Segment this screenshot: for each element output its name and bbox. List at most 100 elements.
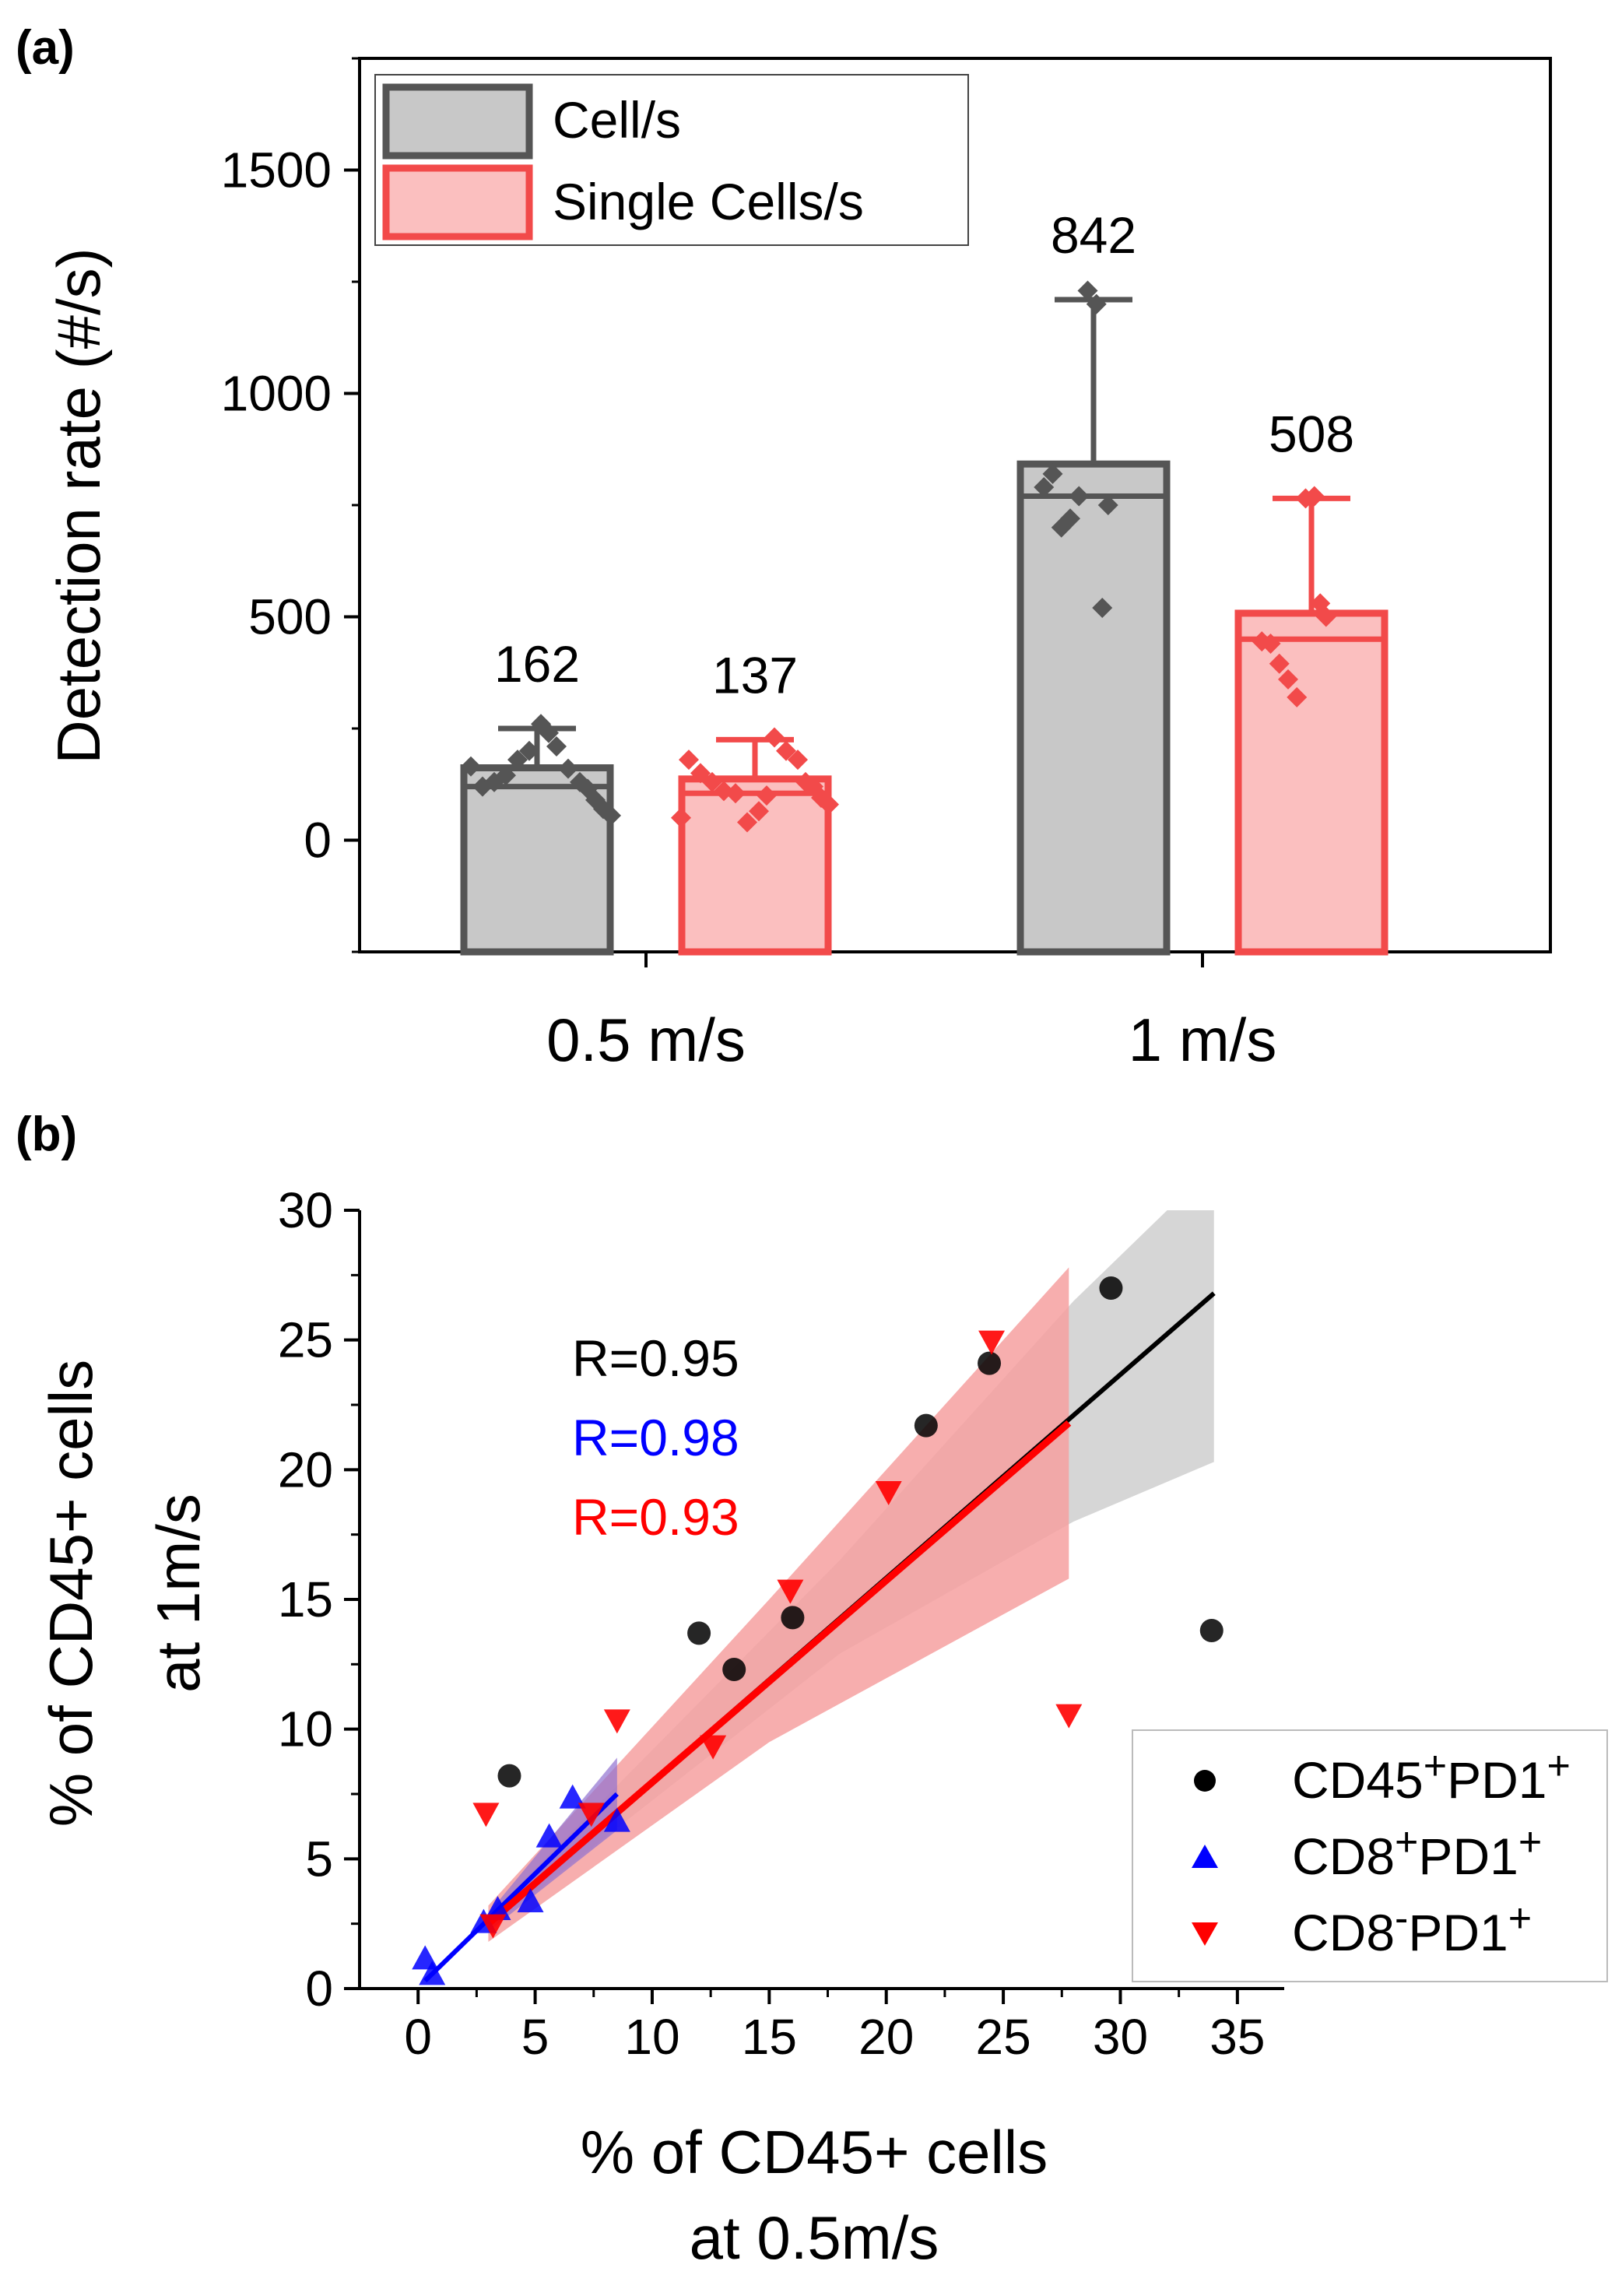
data-point bbox=[764, 727, 785, 748]
legend-cd8pos-sup2: + bbox=[1518, 1820, 1542, 1865]
scatter-point bbox=[875, 1481, 902, 1505]
data-point bbox=[725, 783, 746, 804]
data-points-a bbox=[461, 280, 1336, 833]
data-point bbox=[1097, 495, 1118, 515]
y-axis-b: 0 5 10 15 20 25 30 bbox=[278, 1182, 360, 2017]
data-point bbox=[1077, 280, 1098, 301]
x-tick-label-b: 30 bbox=[1093, 2009, 1148, 2065]
x-tick-label-b: 0 bbox=[404, 2009, 432, 2065]
y-tick-label-b: 20 bbox=[278, 1441, 333, 1497]
fit-line bbox=[423, 1792, 619, 1983]
scatter-point bbox=[914, 1413, 938, 1438]
data-point bbox=[1086, 293, 1107, 314]
y-axis-a: 0 500 1000 1500 bbox=[221, 57, 360, 953]
r-value-cd8-pos: R=0.98 bbox=[572, 1409, 739, 1466]
panel-a-label: (a) bbox=[16, 21, 75, 75]
data-point bbox=[546, 735, 567, 757]
x-tick-label-b: 20 bbox=[858, 2009, 914, 2065]
bars bbox=[460, 297, 1389, 956]
scatter-point bbox=[472, 1803, 500, 1827]
scatter-point bbox=[535, 1823, 563, 1848]
scatter-point bbox=[1199, 1619, 1224, 1642]
x-axis-label-b-line1: % of CD45+ cells bbox=[581, 2118, 1048, 2186]
y-tick-label-a: 1500 bbox=[221, 142, 332, 198]
x-tick-label-b: 25 bbox=[975, 2009, 1030, 2065]
scatter-point bbox=[484, 1896, 511, 1920]
data-point bbox=[496, 765, 516, 786]
scatter-point bbox=[578, 1803, 605, 1827]
data-point bbox=[1269, 653, 1290, 674]
scatter-point bbox=[479, 1914, 507, 1939]
scatter-point bbox=[1099, 1276, 1123, 1300]
data-point bbox=[819, 794, 839, 815]
x-tick-label-b: 5 bbox=[521, 2009, 549, 2065]
legend-swatch-cells bbox=[382, 83, 533, 160]
bar bbox=[678, 775, 832, 956]
data-point bbox=[1034, 477, 1055, 498]
data-point bbox=[702, 771, 722, 792]
x-axis-a: 0.5 m/s 1 m/s bbox=[546, 952, 1276, 1074]
y-tick-label-b: 5 bbox=[305, 1831, 333, 1887]
scatter-point bbox=[419, 1961, 446, 1985]
scatter-point bbox=[603, 1709, 630, 1734]
legend-cd8neg-sup1: - bbox=[1395, 1896, 1408, 1941]
data-point bbox=[1042, 463, 1063, 484]
y-axis-label-b-line1: % of CD45+ cells bbox=[37, 1360, 105, 1827]
scatter-point bbox=[700, 1735, 727, 1760]
x-axis-b: 0 5 10 15 20 25 30 35 bbox=[404, 1989, 1265, 2065]
y-tick-label-a: 0 bbox=[304, 813, 332, 869]
scatter-point bbox=[777, 1579, 804, 1604]
data-point bbox=[757, 785, 777, 806]
fit-lines bbox=[423, 1291, 1216, 1983]
y-tick-label-b: 0 bbox=[305, 1961, 333, 2017]
data-point bbox=[1092, 598, 1113, 619]
data-point bbox=[461, 756, 481, 777]
legend-cd45-base: CD45 bbox=[1292, 1751, 1424, 1809]
data-point bbox=[539, 722, 559, 743]
bar bbox=[1016, 460, 1171, 956]
legend-cd45-sup1: + bbox=[1424, 1743, 1447, 1789]
bar bbox=[460, 764, 614, 956]
data-point bbox=[1315, 606, 1336, 627]
scatter-point bbox=[687, 1621, 711, 1645]
scatter-point bbox=[603, 1807, 630, 1832]
value-labels: 162 842 137 508 bbox=[494, 206, 1354, 704]
data-point bbox=[776, 740, 796, 761]
x-tick-label-a: 1 m/s bbox=[1129, 1006, 1277, 1074]
legend-a: Cell/s Single Cells/s bbox=[374, 74, 969, 246]
bar-chart: 0 500 1000 1500 0.5 m/s 1 m/s 162 842 137 508 D… bbox=[44, 57, 1552, 1074]
scatter-chart: 0 5 10 15 20 25 30 35 0 5 10 15 20 25 30 R=0.95 R=0.9… bbox=[37, 1182, 1608, 2272]
y-tick-label-a: 500 bbox=[248, 589, 332, 645]
scatter-point bbox=[559, 1784, 586, 1809]
y-tick-label-b: 15 bbox=[278, 1571, 333, 1627]
value-label: 842 bbox=[1051, 206, 1136, 264]
x-tick-label-b: 15 bbox=[742, 2009, 797, 2065]
data-point bbox=[507, 750, 528, 771]
scatter-point bbox=[517, 1888, 544, 1912]
r-value-cd45: R=0.95 bbox=[572, 1329, 739, 1387]
data-point bbox=[1278, 669, 1298, 690]
legend-cd45-mid: PD1 bbox=[1447, 1751, 1547, 1809]
y-tick-label-b: 30 bbox=[278, 1182, 333, 1238]
data-point bbox=[601, 805, 621, 826]
legend-b: CD45+PD1+ CD8+PD1+ CD8-PD1+ bbox=[1132, 1729, 1608, 1982]
data-point bbox=[1287, 686, 1308, 707]
value-label: 162 bbox=[494, 635, 580, 693]
scatter-point bbox=[497, 1764, 521, 1788]
data-point bbox=[671, 807, 691, 828]
bar bbox=[1234, 609, 1389, 956]
value-label: 137 bbox=[712, 646, 798, 704]
fit-line bbox=[486, 1420, 1072, 1927]
legend-label-cells: Cell/s bbox=[553, 91, 681, 149]
data-point bbox=[788, 750, 808, 771]
data-point bbox=[519, 740, 539, 761]
legend-marker-cd8-neg bbox=[1192, 1922, 1218, 1946]
data-point bbox=[690, 763, 711, 784]
scatter-point bbox=[1055, 1704, 1083, 1729]
scatter-point bbox=[722, 1658, 746, 1681]
legend-marker-cd8-pos bbox=[1192, 1845, 1218, 1868]
data-point bbox=[558, 758, 578, 779]
scatter-point bbox=[978, 1351, 1002, 1375]
panel-b-label: (b) bbox=[16, 1108, 77, 1161]
